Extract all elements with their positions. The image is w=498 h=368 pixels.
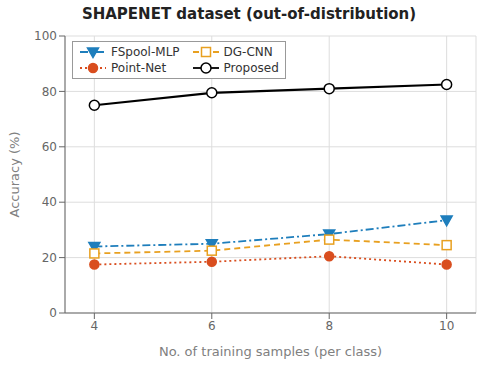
html-text:FSpool-MLP: FSpool-MLP — [111, 45, 180, 59]
svg-text:40: 40 — [42, 195, 57, 209]
svg-text:0: 0 — [49, 306, 57, 320]
svg-text:10: 10 — [439, 319, 454, 333]
svg-text:8: 8 — [325, 319, 333, 333]
html-text:DG-CNN: DG-CNN — [223, 45, 273, 59]
svg-text:20: 20 — [42, 251, 57, 265]
svg-text:No. of training samples (per c: No. of training samples (per class) — [159, 344, 382, 359]
svg-text:4: 4 — [91, 319, 99, 333]
html-text:Point-Net: Point-Net — [111, 61, 167, 75]
svg-text:80: 80 — [42, 85, 57, 99]
svg-text:6: 6 — [208, 319, 216, 333]
svg-text:100: 100 — [34, 29, 57, 43]
html-text:SHAPENET dataset (out-of-distr: SHAPENET dataset (out-of-distribution) — [81, 5, 417, 23]
svg-text:Accuracy (%): Accuracy (%) — [8, 132, 22, 218]
svg-text:60: 60 — [42, 140, 57, 154]
html-text:Proposed: Proposed — [223, 61, 279, 75]
